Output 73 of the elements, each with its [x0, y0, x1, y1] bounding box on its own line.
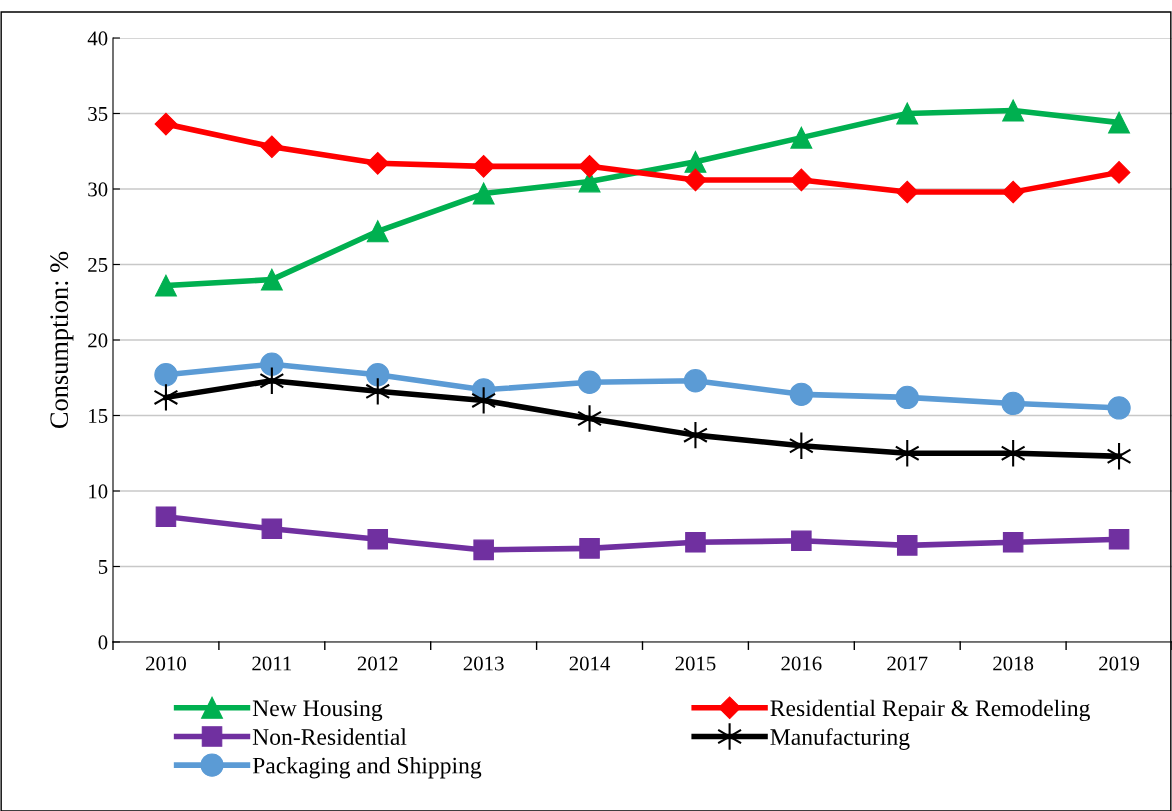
point: [682, 420, 708, 450]
y-tick-label: 10: [89, 484, 108, 499]
point: [894, 439, 920, 468]
point: [579, 538, 600, 559]
point: [896, 102, 919, 125]
point: [260, 268, 283, 291]
point: [685, 532, 706, 553]
point: [1108, 529, 1130, 550]
point: [789, 168, 813, 192]
point: [1108, 111, 1131, 134]
x-tick-label: 2015: [675, 656, 716, 671]
point: [1106, 442, 1132, 471]
point: [896, 535, 918, 556]
point: [1107, 161, 1131, 184]
point: [473, 539, 494, 561]
point: [472, 154, 496, 178]
point: [154, 112, 178, 136]
point: [684, 168, 707, 192]
x-tick-label: 2018: [993, 656, 1034, 671]
point: [577, 404, 603, 433]
point: [366, 363, 390, 387]
point: [155, 506, 177, 527]
x-tick-label: 2012: [357, 656, 398, 671]
x-tick-label: 2011: [252, 656, 292, 671]
legend-label: Manufacturing: [770, 728, 910, 750]
point: [578, 154, 601, 178]
point: [261, 518, 283, 540]
point: [471, 386, 497, 415]
y-tick-label: 40: [87, 31, 108, 46]
point: [788, 431, 814, 460]
point: [154, 274, 177, 297]
legend-label: New Housing: [252, 700, 383, 722]
point: [1001, 391, 1025, 416]
point: [1002, 532, 1024, 553]
point: [684, 150, 707, 173]
x-tick-label: 2017: [887, 656, 928, 671]
point: [472, 182, 495, 205]
y-tick-label: 5: [98, 560, 108, 574]
y-axis-title: Consumption: %: [50, 251, 74, 428]
point: [1002, 99, 1025, 122]
point: [153, 383, 179, 412]
legend-label: Residential Repair & Remodeling: [770, 699, 1090, 722]
point: [895, 385, 919, 410]
x-tick-label: 2016: [781, 656, 822, 671]
y-tick-label: 15: [89, 408, 108, 423]
point: [577, 370, 602, 394]
point: [1107, 396, 1131, 420]
point: [260, 135, 284, 159]
x-tick-label: 2010: [146, 656, 186, 671]
x-tick-label: 2019: [1099, 656, 1140, 671]
point: [154, 363, 178, 387]
point: [790, 126, 813, 149]
y-tick-label: 30: [88, 182, 108, 197]
y-tick-label: 20: [88, 333, 108, 348]
point: [1000, 439, 1026, 468]
point: [1001, 180, 1025, 204]
point: [789, 382, 814, 407]
legend-label: Packaging and Shipping: [252, 756, 482, 779]
point: [367, 529, 389, 550]
y-tick-label: 25: [88, 257, 108, 272]
point: [791, 530, 812, 552]
point: [366, 151, 390, 175]
legend-label: Non-Residential: [252, 728, 407, 745]
x-tick-label: 2014: [569, 656, 611, 671]
y-tick-label: 0: [98, 635, 108, 650]
point: [365, 377, 391, 406]
point: [683, 369, 708, 393]
x-tick-label: 2013: [463, 656, 504, 671]
point: [260, 352, 284, 376]
y-tick-label: 35: [88, 106, 108, 121]
point: [259, 366, 285, 395]
point: [366, 220, 389, 243]
point: [895, 180, 919, 204]
